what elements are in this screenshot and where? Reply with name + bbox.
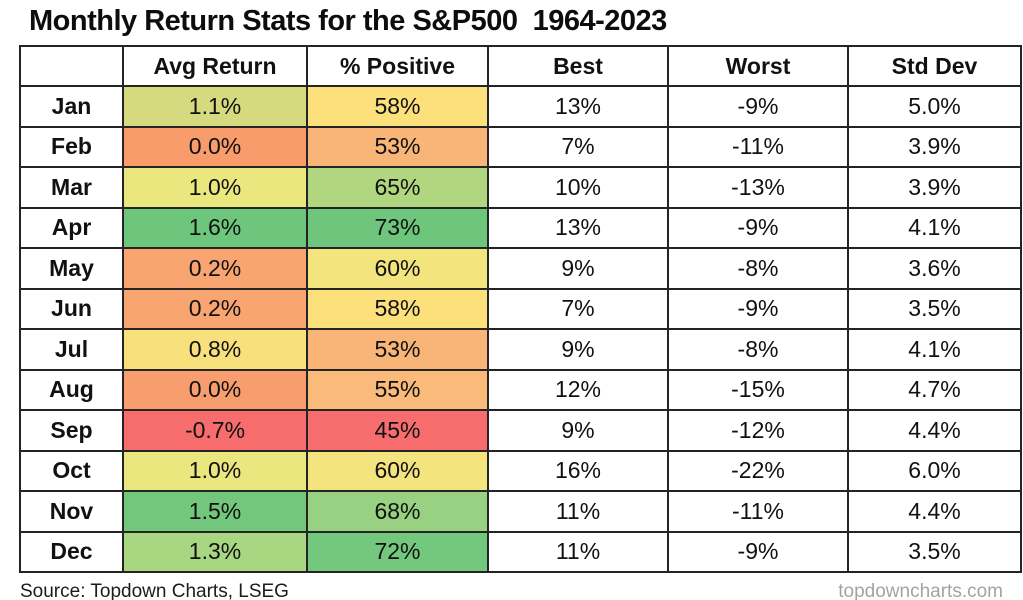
monthly-stats-table: Avg Return % Positive Best Worst Std Dev… — [19, 45, 1022, 573]
best-cell: 16% — [487, 449, 669, 492]
best-cell: 12% — [487, 368, 669, 411]
pct-positive-cell: 55% — [306, 368, 489, 411]
std-dev-cell: 4.1% — [847, 328, 1022, 371]
website-credit: topdowncharts.com — [838, 581, 1003, 600]
best-cell: 11% — [487, 490, 669, 533]
best-cell: 11% — [487, 530, 669, 573]
month-cell: Oct — [19, 449, 124, 492]
std-dev-cell: 5.0% — [847, 85, 1022, 128]
pct-positive-cell: 73% — [306, 206, 489, 249]
best-cell: 9% — [487, 409, 669, 452]
header-pct-positive: % Positive — [306, 45, 489, 87]
month-cell: Nov — [19, 490, 124, 533]
header-worst: Worst — [667, 45, 849, 87]
table-row: May 0.2% 60% 9% -8% 3.6% — [19, 247, 1022, 290]
std-dev-cell: 4.4% — [847, 409, 1022, 452]
worst-cell: -9% — [667, 287, 849, 330]
best-cell: 7% — [487, 287, 669, 330]
std-dev-cell: 3.6% — [847, 247, 1022, 290]
month-cell: Apr — [19, 206, 124, 249]
header-avg-return: Avg Return — [122, 45, 308, 87]
std-dev-cell: 3.9% — [847, 125, 1022, 168]
avg-return-cell: 0.2% — [122, 247, 308, 290]
avg-return-cell: 1.0% — [122, 166, 308, 209]
best-cell: 7% — [487, 125, 669, 168]
pct-positive-cell: 58% — [306, 85, 489, 128]
best-cell: 9% — [487, 328, 669, 371]
pct-positive-cell: 53% — [306, 328, 489, 371]
table-row: Apr 1.6% 73% 13% -9% 4.1% — [19, 206, 1022, 249]
table-row: Jan 1.1% 58% 13% -9% 5.0% — [19, 85, 1022, 128]
worst-cell: -9% — [667, 85, 849, 128]
avg-return-cell: 1.1% — [122, 85, 308, 128]
pct-positive-cell: 68% — [306, 490, 489, 533]
best-cell: 13% — [487, 206, 669, 249]
table-row: Dec 1.3% 72% 11% -9% 3.5% — [19, 530, 1022, 573]
table-row: Jun 0.2% 58% 7% -9% 3.5% — [19, 287, 1022, 330]
avg-return-cell: 0.0% — [122, 125, 308, 168]
header-row: Avg Return % Positive Best Worst Std Dev — [19, 45, 1022, 87]
month-cell: Mar — [19, 166, 124, 209]
std-dev-cell: 6.0% — [847, 449, 1022, 492]
avg-return-cell: 1.3% — [122, 530, 308, 573]
header-std-dev: Std Dev — [847, 45, 1022, 87]
worst-cell: -11% — [667, 490, 849, 533]
footer: Source: Topdown Charts, LSEG topdownchar… — [20, 581, 1003, 600]
avg-return-cell: 0.0% — [122, 368, 308, 411]
worst-cell: -13% — [667, 166, 849, 209]
std-dev-cell: 3.5% — [847, 287, 1022, 330]
table-row: Aug 0.0% 55% 12% -15% 4.7% — [19, 368, 1022, 411]
table-row: Oct 1.0% 60% 16% -22% 6.0% — [19, 449, 1022, 492]
month-cell: Feb — [19, 125, 124, 168]
month-cell: Jan — [19, 85, 124, 128]
month-cell: Jul — [19, 328, 124, 371]
pct-positive-cell: 60% — [306, 247, 489, 290]
best-cell: 13% — [487, 85, 669, 128]
worst-cell: -15% — [667, 368, 849, 411]
worst-cell: -9% — [667, 206, 849, 249]
std-dev-cell: 4.1% — [847, 206, 1022, 249]
month-cell: May — [19, 247, 124, 290]
month-cell: Jun — [19, 287, 124, 330]
avg-return-cell: 1.5% — [122, 490, 308, 533]
best-cell: 10% — [487, 166, 669, 209]
table-row: Sep -0.7% 45% 9% -12% 4.4% — [19, 409, 1022, 452]
table-row: Feb 0.0% 53% 7% -11% 3.9% — [19, 125, 1022, 168]
worst-cell: -8% — [667, 328, 849, 371]
pct-positive-cell: 53% — [306, 125, 489, 168]
worst-cell: -12% — [667, 409, 849, 452]
month-cell: Aug — [19, 368, 124, 411]
avg-return-cell: 1.0% — [122, 449, 308, 492]
worst-cell: -9% — [667, 530, 849, 573]
pct-positive-cell: 60% — [306, 449, 489, 492]
pct-positive-cell: 45% — [306, 409, 489, 452]
pct-positive-cell: 58% — [306, 287, 489, 330]
table-row: Nov 1.5% 68% 11% -11% 4.4% — [19, 490, 1022, 533]
worst-cell: -8% — [667, 247, 849, 290]
std-dev-cell: 3.5% — [847, 530, 1022, 573]
best-cell: 9% — [487, 247, 669, 290]
std-dev-cell: 4.4% — [847, 490, 1022, 533]
avg-return-cell: 0.8% — [122, 328, 308, 371]
avg-return-cell: 1.6% — [122, 206, 308, 249]
table-row: Mar 1.0% 65% 10% -13% 3.9% — [19, 166, 1022, 209]
header-month — [19, 45, 124, 87]
page-title: Monthly Return Stats for the S&P500 1964… — [29, 5, 667, 37]
std-dev-cell: 3.9% — [847, 166, 1022, 209]
header-best: Best — [487, 45, 669, 87]
pct-positive-cell: 72% — [306, 530, 489, 573]
month-cell: Sep — [19, 409, 124, 452]
table-row: Jul 0.8% 53% 9% -8% 4.1% — [19, 328, 1022, 371]
worst-cell: -22% — [667, 449, 849, 492]
pct-positive-cell: 65% — [306, 166, 489, 209]
std-dev-cell: 4.7% — [847, 368, 1022, 411]
source-credit: Source: Topdown Charts, LSEG — [20, 581, 289, 600]
avg-return-cell: -0.7% — [122, 409, 308, 452]
worst-cell: -11% — [667, 125, 849, 168]
avg-return-cell: 0.2% — [122, 287, 308, 330]
month-cell: Dec — [19, 530, 124, 573]
